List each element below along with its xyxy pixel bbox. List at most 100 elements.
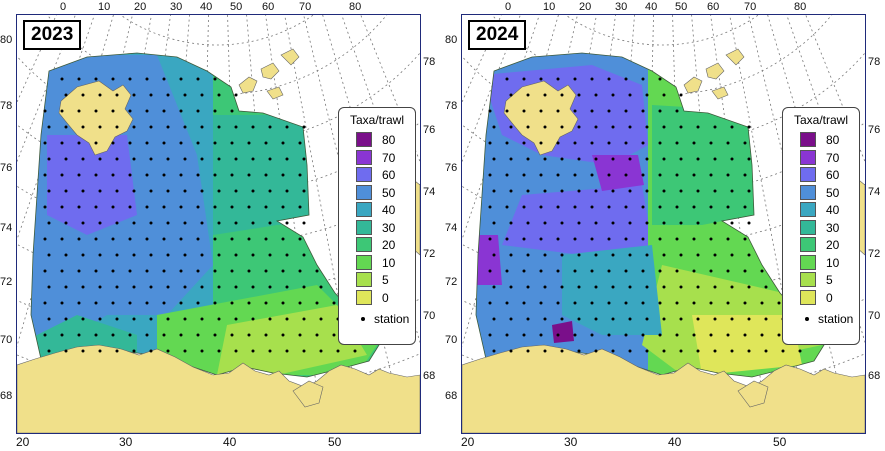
top-longitude-label: 50 — [230, 1, 243, 13]
station-point — [213, 333, 217, 337]
station-point — [230, 205, 234, 209]
legend-swatch — [800, 184, 816, 200]
station-point — [94, 205, 98, 209]
station-point — [747, 349, 751, 353]
station-point — [200, 285, 204, 289]
station-point — [60, 269, 64, 273]
station-point — [624, 333, 628, 337]
station-point — [298, 205, 302, 209]
station-point — [264, 237, 268, 241]
station-point — [539, 109, 543, 113]
station-point — [111, 269, 115, 273]
station-point — [162, 77, 166, 81]
station-point — [115, 93, 119, 97]
station-point — [247, 333, 251, 337]
station-point — [594, 253, 598, 257]
station-point — [573, 77, 577, 81]
station-point — [285, 317, 289, 321]
station-point — [81, 253, 85, 257]
station-point — [539, 173, 543, 177]
station-point — [302, 349, 306, 353]
station-point — [641, 141, 645, 145]
station-point — [509, 253, 513, 257]
station-point — [264, 269, 268, 273]
station-point — [302, 253, 306, 257]
station-point — [624, 77, 628, 81]
station-point — [743, 141, 747, 145]
station-point — [230, 301, 234, 305]
legend-level-label: 10 — [826, 255, 840, 270]
station-point — [696, 349, 700, 353]
station-point — [645, 125, 649, 129]
legend-level-label: 80 — [382, 133, 396, 147]
station-point — [743, 333, 747, 337]
station-point — [662, 93, 666, 97]
station-point — [183, 253, 187, 257]
station-point — [43, 141, 47, 145]
station-point — [264, 205, 268, 209]
station-point — [47, 253, 51, 257]
station-point — [611, 317, 615, 321]
station-point — [645, 189, 649, 193]
station-point — [628, 253, 632, 257]
station-point — [590, 141, 594, 145]
station-point — [611, 349, 615, 353]
station-point — [162, 141, 166, 145]
legend-swatch — [356, 132, 372, 147]
station-marker-key — [361, 317, 365, 321]
station-point — [543, 221, 547, 225]
top-longitude-label: 10 — [543, 1, 556, 13]
bottom-longitude-label: 30 — [564, 435, 578, 449]
station-point — [179, 333, 183, 337]
station-point — [183, 221, 187, 225]
station-point — [726, 269, 730, 273]
station-point — [607, 141, 611, 145]
station-point — [798, 349, 802, 353]
station-point — [658, 109, 662, 113]
station-point — [760, 333, 764, 337]
station-point — [679, 189, 683, 193]
station-marker-key — [805, 317, 809, 321]
left-latitude-label: 70 — [0, 334, 13, 346]
station-point — [526, 93, 530, 97]
station-point — [692, 269, 696, 273]
station-point — [679, 93, 683, 97]
station-point — [166, 349, 170, 353]
station-point — [251, 157, 255, 161]
station-point — [560, 317, 564, 321]
station-point — [302, 285, 306, 289]
station-point — [285, 125, 289, 129]
station-point — [77, 205, 81, 209]
station-point — [268, 157, 272, 161]
year-label: 2024 — [468, 20, 527, 50]
station-point — [730, 125, 734, 129]
legend-swatch — [800, 219, 816, 235]
station-point — [179, 301, 183, 305]
station-point — [607, 173, 611, 177]
station-point — [200, 221, 204, 225]
station-point — [692, 141, 696, 145]
station-point — [145, 205, 149, 209]
station-point — [658, 301, 662, 305]
station-point — [166, 189, 170, 193]
station-point — [624, 237, 628, 241]
station-point — [692, 237, 696, 241]
station-point — [60, 333, 64, 337]
station-point — [543, 253, 547, 257]
station-point — [679, 221, 683, 225]
station-point — [594, 93, 598, 97]
station-point — [217, 253, 221, 257]
station-point — [217, 349, 221, 353]
station-point — [624, 205, 628, 209]
legend-level-label: 40 — [826, 203, 840, 217]
station-point — [247, 301, 251, 305]
station-point — [111, 333, 115, 337]
station-point — [251, 285, 255, 289]
legend-swatch — [356, 289, 372, 305]
station-point — [64, 221, 68, 225]
station-point — [556, 173, 560, 177]
station-point — [624, 109, 628, 113]
legend-swatch — [356, 149, 372, 165]
station-point — [594, 157, 598, 161]
station-point — [166, 157, 170, 161]
